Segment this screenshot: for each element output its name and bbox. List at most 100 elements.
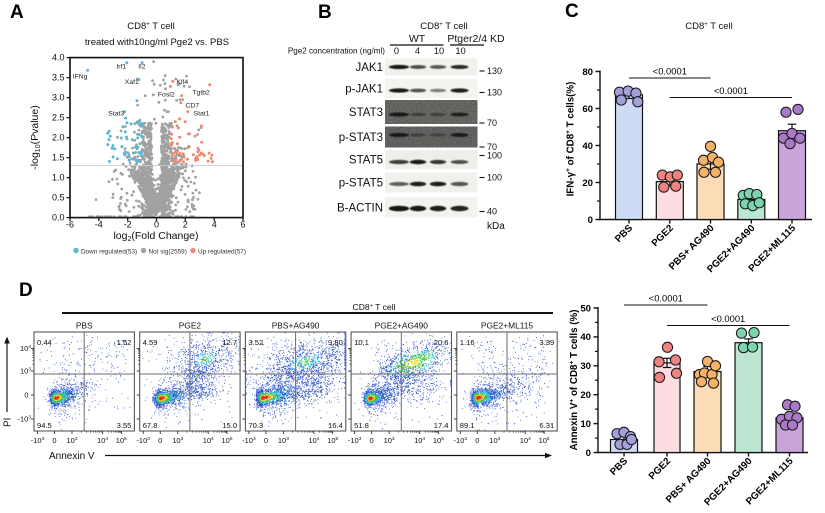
svg-text:p-STAT5: p-STAT5 (339, 178, 383, 190)
svg-text:100: 100 (487, 151, 502, 161)
svg-text:-103: -103 (242, 436, 256, 445)
svg-text:103: 103 (384, 436, 395, 445)
svg-text:-6: -6 (66, 219, 74, 229)
svg-text:4: 4 (415, 46, 420, 56)
svg-text:67.8: 67.8 (143, 421, 158, 430)
svg-text:Ptger2/4 KD: Ptger2/4 KD (447, 33, 505, 45)
svg-text:log2(Fold Change): log2(Fold Change) (113, 230, 198, 243)
svg-text:51.8: 51.8 (354, 421, 369, 430)
svg-text:0.5: 0.5 (52, 193, 65, 203)
svg-text:<0.0001: <0.0001 (649, 293, 683, 304)
svg-text:70: 70 (487, 142, 497, 152)
svg-text:4: 4 (212, 219, 217, 229)
svg-text:80: 80 (582, 67, 593, 78)
svg-text:105: 105 (116, 436, 127, 445)
svg-text:2.0: 2.0 (52, 133, 65, 143)
svg-text:0.0: 0.0 (52, 213, 65, 223)
svg-text:0: 0 (52, 436, 56, 445)
svg-text:Stat3: Stat3 (108, 110, 124, 117)
svg-text:<0.0001: <0.0001 (653, 66, 687, 77)
svg-text:Il2: Il2 (138, 64, 145, 71)
svg-text:3.5: 3.5 (52, 73, 65, 83)
svg-text:0: 0 (24, 391, 28, 400)
svg-text:30: 30 (580, 361, 591, 372)
svg-text:40: 40 (580, 332, 591, 343)
svg-text:4.0: 4.0 (52, 53, 65, 63)
svg-text:4.59: 4.59 (143, 338, 158, 347)
svg-text:Tgtb2: Tgtb2 (192, 90, 210, 97)
svg-text:105: 105 (539, 436, 550, 445)
svg-text:105: 105 (433, 436, 444, 445)
svg-text:1.16: 1.16 (460, 338, 475, 347)
svg-text:D: D (19, 280, 33, 301)
svg-text:1.52: 1.52 (117, 338, 132, 347)
svg-text:105: 105 (221, 436, 232, 445)
svg-text:103: 103 (278, 436, 289, 445)
svg-text:0.44: 0.44 (37, 338, 52, 347)
svg-text:Not sig(2559): Not sig(2559) (149, 248, 187, 255)
svg-text:20: 20 (580, 390, 591, 401)
svg-text:0: 0 (264, 436, 268, 445)
svg-text:PGE2: PGE2 (179, 321, 202, 331)
svg-text:Fosl2: Fosl2 (158, 92, 175, 99)
svg-text:3.39: 3.39 (539, 338, 554, 347)
svg-text:p-JAK1: p-JAK1 (345, 84, 383, 96)
svg-text:CD7: CD7 (186, 102, 200, 109)
svg-text:PI: PI (3, 418, 14, 427)
svg-text:3.52: 3.52 (248, 338, 263, 347)
svg-text:1.5: 1.5 (52, 153, 65, 163)
svg-text:103: 103 (489, 436, 500, 445)
svg-text:Xaf1: Xaf1 (125, 79, 139, 86)
svg-text:0: 0 (158, 436, 162, 445)
svg-text:CD8+ T cell: CD8+ T cell (685, 21, 733, 32)
svg-text:10: 10 (580, 419, 591, 430)
svg-text:-103: -103 (17, 414, 31, 423)
svg-text:IFNg: IFNg (73, 74, 88, 81)
svg-text:10.1: 10.1 (354, 338, 369, 347)
svg-text:104: 104 (308, 436, 319, 445)
svg-text:17.4: 17.4 (434, 421, 449, 430)
svg-text:0: 0 (475, 436, 479, 445)
svg-text:<0.0001: <0.0001 (711, 313, 745, 324)
svg-text:10: 10 (455, 46, 465, 56)
svg-text:treated with10ng/ml Pge2 vs. P: treated with10ng/ml Pge2 vs. PBS (85, 37, 229, 48)
svg-text:PGE2+AG490: PGE2+AG490 (375, 321, 429, 331)
svg-text:100: 100 (487, 173, 502, 183)
svg-text:103: 103 (20, 366, 31, 375)
svg-text:JAK1: JAK1 (356, 62, 384, 74)
svg-text:Down regulated(53): Down regulated(53) (81, 248, 137, 255)
svg-text:-103: -103 (348, 436, 362, 445)
svg-text:130: 130 (487, 88, 502, 98)
svg-text:-2: -2 (124, 219, 132, 229)
svg-text:60: 60 (582, 104, 593, 115)
svg-text:kDa: kDa (487, 221, 505, 232)
svg-text:12.7: 12.7 (222, 338, 237, 347)
svg-text:94.5: 94.5 (37, 421, 52, 430)
svg-text:-103: -103 (454, 436, 468, 445)
svg-text:0: 0 (370, 436, 374, 445)
svg-text:105: 105 (327, 436, 338, 445)
svg-text:15.0: 15.0 (222, 421, 237, 430)
svg-text:Stat1: Stat1 (194, 110, 210, 117)
svg-text:1.0: 1.0 (52, 173, 65, 183)
svg-text:Klf4: Klf4 (176, 79, 188, 86)
svg-text:130: 130 (487, 66, 502, 76)
svg-text:-103: -103 (136, 436, 150, 445)
svg-text:50: 50 (580, 303, 591, 314)
svg-text:-4: -4 (95, 219, 103, 229)
svg-text:104: 104 (20, 344, 31, 353)
svg-text:70: 70 (487, 118, 497, 128)
svg-text:C: C (565, 1, 579, 22)
svg-text:WT: WT (409, 33, 426, 45)
svg-text:Irf1: Irf1 (116, 64, 126, 71)
svg-text:104: 104 (414, 436, 425, 445)
svg-text:IFN-γ+ of CD8+ T cells(%): IFN-γ+ of CD8+ T cells(%) (565, 82, 577, 197)
svg-text:0: 0 (154, 219, 159, 229)
svg-text:104: 104 (97, 436, 108, 445)
svg-text:10: 10 (434, 46, 444, 56)
svg-text:2.5: 2.5 (52, 113, 65, 123)
svg-text:20: 20 (582, 178, 593, 189)
svg-text:CD8+ T cell: CD8+ T cell (127, 21, 175, 32)
svg-text:20.6: 20.6 (434, 338, 449, 347)
svg-text:0: 0 (588, 215, 593, 226)
